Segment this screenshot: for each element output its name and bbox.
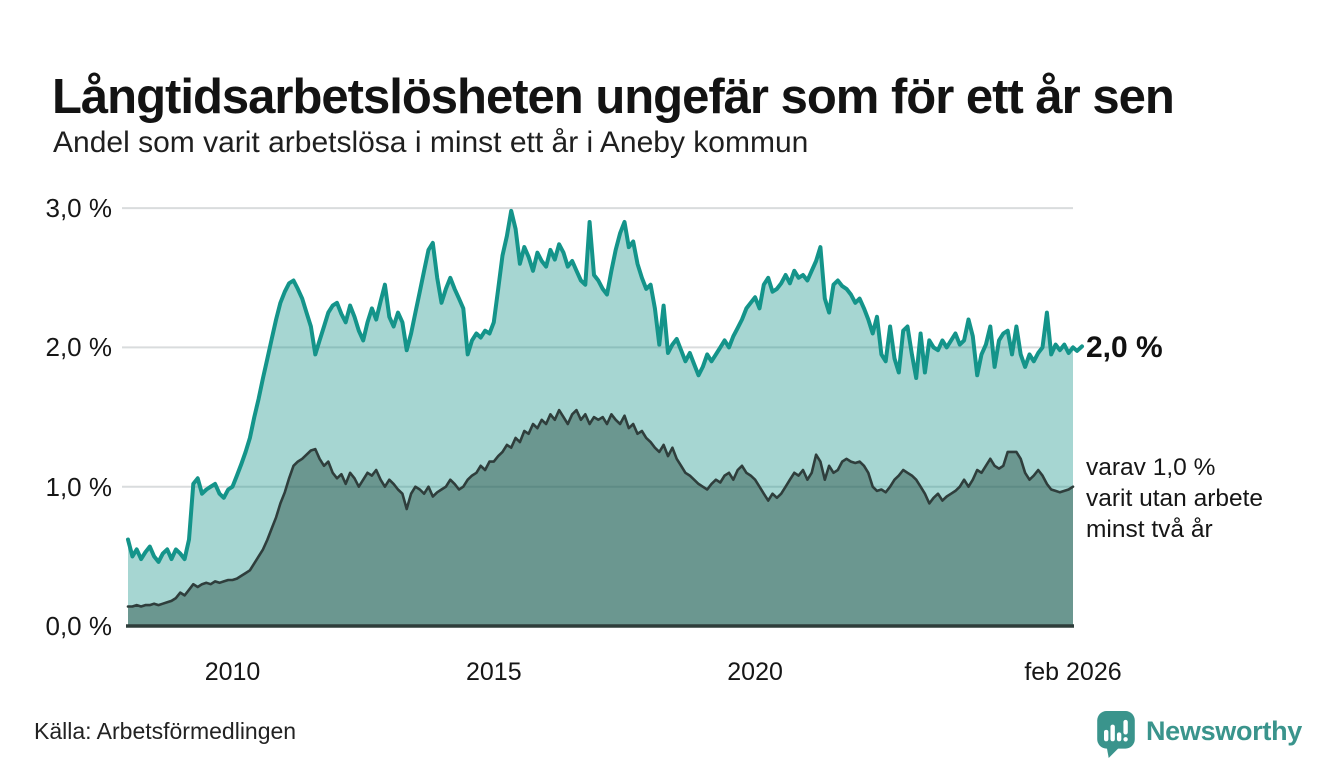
y-axis-label: 2,0 % xyxy=(45,332,113,363)
line-two-years xyxy=(126,408,1075,608)
line-total xyxy=(126,208,1084,564)
brand-name: Newsworthy xyxy=(1145,716,1302,746)
latest-value-label: 2,0 % xyxy=(1086,331,1163,364)
newsworthy-logo[interactable]: Newsworthy xyxy=(1095,708,1302,760)
chart-subtitle: Andel som varit arbetslösa i minst ett å… xyxy=(53,126,809,159)
x-axis-label: feb 2026 xyxy=(1024,658,1122,686)
bar-chart-speech-bubble-icon xyxy=(1095,710,1137,758)
x-axis-label: 2010 xyxy=(204,658,261,686)
y-axis-label: 3,0 % xyxy=(45,193,113,224)
x-axis-label: 2015 xyxy=(465,658,522,686)
two-year-annotation: varav 1,0 % varit utan arbete minst två … xyxy=(1086,452,1263,545)
page-title: Långtidsarbetslösheten ungefär som för e… xyxy=(52,69,1175,124)
annotation-line-2: varit utan arbete xyxy=(1086,485,1264,512)
y-axis-label: 1,0 % xyxy=(45,471,113,502)
x-axis-label: 2020 xyxy=(727,658,783,686)
area-two-years-fill xyxy=(128,410,1073,626)
annotation-line-1: varav 1,0 % xyxy=(1086,454,1216,481)
source-credit: Källa: Arbetsförmedlingen xyxy=(34,718,297,744)
annotation-line-3: minst två år xyxy=(1086,516,1213,543)
y-axis-label: 0,0 % xyxy=(45,611,113,641)
